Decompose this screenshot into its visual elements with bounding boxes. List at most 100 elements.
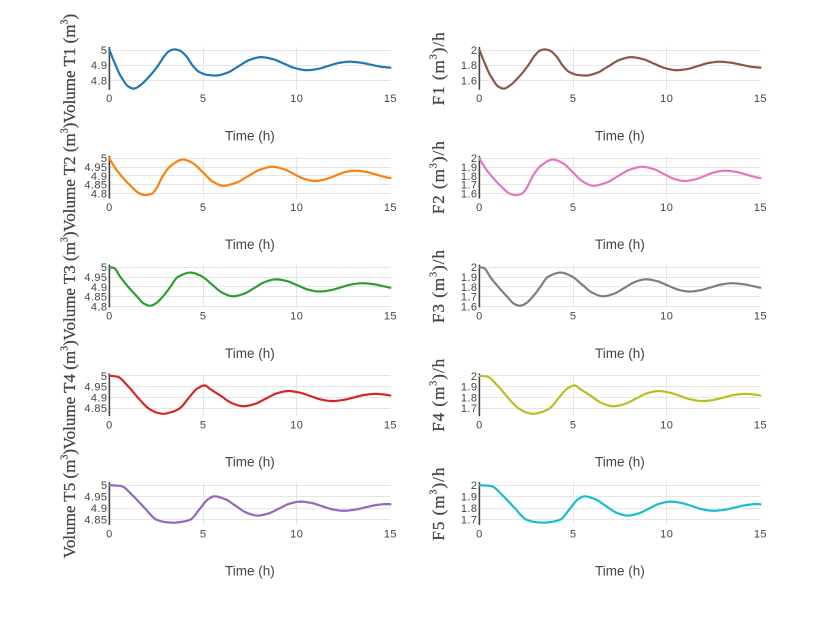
svg-text:Volume T4 (m3): Volume T4 (m3) bbox=[60, 340, 80, 449]
svg-text:5: 5 bbox=[570, 202, 577, 214]
svg-text:4.8: 4.8 bbox=[91, 302, 108, 314]
svg-text:1.7: 1.7 bbox=[461, 515, 478, 527]
svg-text:4.9: 4.9 bbox=[91, 503, 108, 515]
svg-text:2: 2 bbox=[471, 153, 478, 165]
svg-text:4.95: 4.95 bbox=[84, 492, 107, 504]
svg-text:1.8: 1.8 bbox=[461, 392, 478, 404]
svg-text:5: 5 bbox=[200, 311, 207, 323]
svg-text:1.9: 1.9 bbox=[461, 492, 478, 504]
svg-text:4.9: 4.9 bbox=[91, 60, 108, 72]
svg-text:0: 0 bbox=[476, 311, 483, 323]
svg-text:0: 0 bbox=[106, 528, 113, 540]
svg-text:10: 10 bbox=[660, 93, 673, 105]
svg-text:5: 5 bbox=[570, 93, 577, 105]
svg-text:15: 15 bbox=[754, 202, 767, 214]
svg-text:15: 15 bbox=[384, 420, 397, 432]
svg-text:5: 5 bbox=[200, 93, 207, 105]
svg-text:Time (h): Time (h) bbox=[225, 346, 275, 361]
svg-text:10: 10 bbox=[290, 311, 303, 323]
svg-text:5: 5 bbox=[570, 311, 577, 323]
svg-text:15: 15 bbox=[384, 202, 397, 214]
svg-text:5: 5 bbox=[101, 262, 108, 274]
svg-text:4.8: 4.8 bbox=[91, 75, 108, 87]
svg-text:5: 5 bbox=[570, 420, 577, 432]
svg-text:15: 15 bbox=[384, 528, 397, 540]
svg-text:F4 (m3)/h: F4 (m3)/h bbox=[429, 358, 449, 432]
svg-text:0: 0 bbox=[106, 420, 113, 432]
svg-text:4.85: 4.85 bbox=[84, 292, 107, 304]
svg-text:4.8: 4.8 bbox=[91, 189, 108, 201]
svg-text:1.7: 1.7 bbox=[461, 292, 478, 304]
svg-text:2: 2 bbox=[471, 480, 478, 492]
svg-text:4.85: 4.85 bbox=[84, 180, 107, 192]
svg-text:4.9: 4.9 bbox=[91, 282, 108, 294]
svg-text:1.9: 1.9 bbox=[461, 382, 478, 394]
svg-text:5: 5 bbox=[200, 420, 207, 432]
svg-text:0: 0 bbox=[476, 93, 483, 105]
svg-text:F2 (m3)/h: F2 (m3)/h bbox=[429, 140, 449, 214]
svg-text:0: 0 bbox=[476, 202, 483, 214]
svg-text:0: 0 bbox=[106, 202, 113, 214]
svg-text:5: 5 bbox=[101, 45, 108, 57]
svg-text:15: 15 bbox=[754, 311, 767, 323]
svg-text:5: 5 bbox=[200, 202, 207, 214]
svg-text:0: 0 bbox=[106, 93, 113, 105]
svg-text:Time (h): Time (h) bbox=[225, 128, 275, 143]
svg-text:4.85: 4.85 bbox=[84, 403, 107, 415]
svg-text:4.95: 4.95 bbox=[84, 272, 107, 284]
svg-text:5: 5 bbox=[101, 480, 108, 492]
svg-text:4.85: 4.85 bbox=[84, 515, 107, 527]
svg-text:10: 10 bbox=[290, 202, 303, 214]
svg-text:0: 0 bbox=[106, 311, 113, 323]
svg-text:Time (h): Time (h) bbox=[595, 346, 645, 361]
svg-text:Time (h): Time (h) bbox=[595, 564, 645, 579]
svg-text:10: 10 bbox=[660, 528, 673, 540]
svg-text:10: 10 bbox=[660, 311, 673, 323]
svg-text:10: 10 bbox=[290, 93, 303, 105]
svg-text:5: 5 bbox=[101, 371, 108, 383]
svg-text:0: 0 bbox=[476, 420, 483, 432]
svg-text:5: 5 bbox=[101, 153, 108, 165]
svg-text:10: 10 bbox=[660, 202, 673, 214]
svg-text:1.9: 1.9 bbox=[461, 162, 478, 174]
svg-text:4.9: 4.9 bbox=[91, 171, 108, 183]
svg-text:1.6: 1.6 bbox=[461, 189, 478, 201]
svg-text:2: 2 bbox=[471, 262, 478, 274]
svg-text:10: 10 bbox=[660, 420, 673, 432]
svg-text:Volume T5 (m3): Volume T5 (m3) bbox=[60, 449, 80, 558]
svg-text:Volume T2 (m3): Volume T2 (m3) bbox=[60, 123, 80, 232]
svg-text:10: 10 bbox=[290, 420, 303, 432]
svg-text:F3 (m3)/h: F3 (m3)/h bbox=[429, 249, 449, 323]
svg-text:1.8: 1.8 bbox=[461, 503, 478, 515]
svg-text:1.6: 1.6 bbox=[461, 75, 478, 87]
svg-text:1.6: 1.6 bbox=[461, 302, 478, 314]
svg-text:1.7: 1.7 bbox=[461, 403, 478, 415]
svg-text:5: 5 bbox=[200, 528, 207, 540]
svg-text:15: 15 bbox=[384, 311, 397, 323]
svg-text:15: 15 bbox=[754, 93, 767, 105]
svg-text:4.95: 4.95 bbox=[84, 162, 107, 174]
svg-text:1.8: 1.8 bbox=[461, 60, 478, 72]
svg-text:Time (h): Time (h) bbox=[225, 237, 275, 252]
svg-text:1.9: 1.9 bbox=[461, 272, 478, 284]
svg-text:0: 0 bbox=[476, 528, 483, 540]
svg-text:Volume T3 (m3): Volume T3 (m3) bbox=[60, 231, 80, 340]
svg-text:Volume T1 (m3): Volume T1 (m3) bbox=[60, 14, 80, 123]
svg-text:15: 15 bbox=[384, 93, 397, 105]
svg-text:15: 15 bbox=[754, 528, 767, 540]
svg-text:1.8: 1.8 bbox=[461, 171, 478, 183]
svg-text:Time (h): Time (h) bbox=[225, 564, 275, 579]
svg-text:15: 15 bbox=[754, 420, 767, 432]
svg-text:F5 (m3)/h: F5 (m3)/h bbox=[429, 467, 449, 541]
svg-text:4.95: 4.95 bbox=[84, 382, 107, 394]
svg-text:5: 5 bbox=[570, 528, 577, 540]
svg-text:1.8: 1.8 bbox=[461, 282, 478, 294]
svg-text:Time (h): Time (h) bbox=[225, 455, 275, 470]
svg-text:2: 2 bbox=[471, 371, 478, 383]
svg-text:Time (h): Time (h) bbox=[595, 455, 645, 470]
svg-text:Time (h): Time (h) bbox=[595, 237, 645, 252]
svg-text:10: 10 bbox=[290, 528, 303, 540]
svg-text:F1 (m3)/h: F1 (m3)/h bbox=[429, 31, 449, 105]
svg-text:1.7: 1.7 bbox=[461, 180, 478, 192]
svg-text:2: 2 bbox=[471, 45, 478, 57]
